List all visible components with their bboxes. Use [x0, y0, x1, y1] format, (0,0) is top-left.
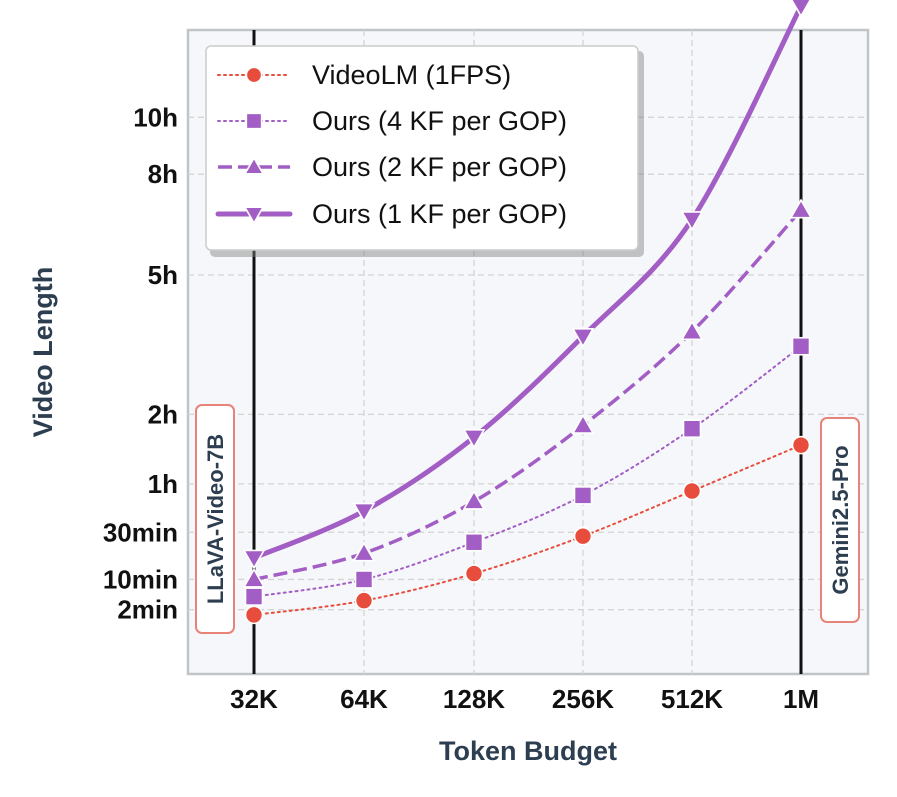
data-point	[242, 549, 266, 570]
y-tick-label: 1h	[148, 469, 178, 499]
data-point	[243, 156, 265, 175]
x-tick-label: 128K	[443, 684, 505, 714]
data-point	[464, 532, 484, 552]
legend-item: Ours (4 KF per GOP)	[217, 106, 567, 136]
data-point	[573, 486, 593, 505]
series-2	[242, 198, 813, 588]
data-point	[682, 481, 702, 501]
y-tick-label: 5h	[148, 260, 178, 290]
legend-label: Ours (1 KF per GOP)	[312, 199, 567, 229]
y-tick-label: 10h	[133, 102, 178, 132]
llava-video-label: LLaVA-Video-7B	[195, 404, 235, 634]
x-tick-label: 1M	[783, 684, 819, 714]
data-point	[791, 435, 811, 455]
y-tick-label: 2h	[148, 399, 178, 429]
legend-item: Ours (1 KF per GOP)	[215, 199, 567, 229]
series-layer	[242, 0, 813, 625]
data-point	[462, 428, 486, 449]
data-point	[354, 570, 374, 589]
legend: VideoLM (1FPS) Ours (4 KF per GOP) Ours (2…	[205, 45, 644, 257]
y-tick-label: 30min	[103, 517, 178, 547]
legend-label: Ours (2 KF per GOP)	[312, 152, 567, 182]
x-tick-label: 64K	[340, 684, 388, 714]
series-1	[244, 336, 811, 606]
series-0	[244, 435, 811, 625]
data-point	[791, 336, 811, 356]
data-point	[680, 211, 704, 232]
data-point	[245, 66, 263, 84]
data-point	[682, 419, 702, 438]
gemini-label: Gemini2.5-Pro	[820, 417, 860, 623]
x-tick-label: 512K	[661, 684, 723, 714]
y-tick-label: 2min	[117, 595, 178, 625]
legend-label: VideoLM (1FPS)	[312, 60, 511, 90]
data-point	[462, 489, 486, 510]
legend-item: Ours (2 KF per GOP)	[218, 152, 567, 182]
series-3	[242, 0, 812, 570]
data-point	[571, 327, 595, 348]
data-point	[244, 587, 264, 606]
data-point	[244, 605, 264, 625]
y-axis-title: Video Length	[28, 267, 58, 438]
svg-text:LLaVA-Video-7B: LLaVA-Video-7B	[203, 434, 228, 604]
svg-text:Gemini2.5-Pro: Gemini2.5-Pro	[828, 445, 853, 594]
legend-item: VideoLM (1FPS)	[217, 60, 511, 90]
y-tick-label: 8h	[148, 159, 178, 189]
legend-label: Ours (4 KF per GOP)	[312, 106, 567, 136]
data-point	[352, 541, 376, 562]
data-point	[571, 413, 595, 434]
x-axis-title: Token Budget	[439, 736, 617, 766]
x-tick-label: 256K	[552, 684, 614, 714]
data-point	[354, 591, 374, 610]
data-point	[573, 526, 593, 546]
x-tick-label: 32K	[230, 684, 278, 714]
data-point	[243, 206, 265, 225]
data-point	[790, 0, 812, 18]
data-point	[680, 320, 704, 341]
series-line	[253, 444, 802, 616]
data-point	[789, 198, 813, 219]
data-point	[352, 502, 376, 523]
data-point	[245, 112, 263, 130]
data-point	[464, 564, 484, 583]
y-tick-label: 10min	[103, 564, 178, 594]
data-point	[242, 567, 266, 588]
